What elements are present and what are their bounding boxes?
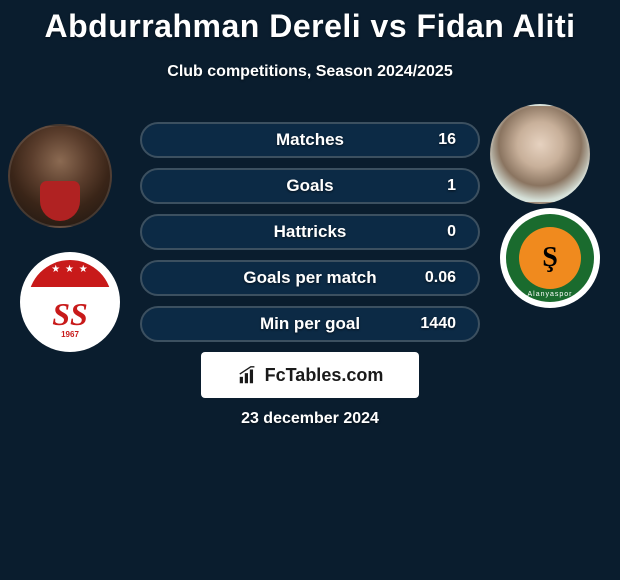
- stat-label: Hattricks: [142, 222, 478, 242]
- stat-row: Min per goal 1440: [140, 306, 480, 342]
- comparison-card: Abdurrahman Dereli vs Fidan Aliti Club c…: [0, 0, 620, 81]
- club-badge-year: 1967: [20, 330, 120, 339]
- player-left-club-badge: ★ ★ ★ SS 1967: [20, 252, 120, 352]
- stat-row: Goals 1: [140, 168, 480, 204]
- club-badge-monogram: SS: [20, 296, 120, 333]
- bar-chart-icon: [237, 364, 259, 386]
- season-subtitle: Club competitions, Season 2024/2025: [0, 63, 620, 81]
- player-right-club-badge: Ş Alanyaspor: [500, 208, 600, 308]
- brand-link[interactable]: FcTables.com: [201, 352, 419, 398]
- stat-label: Goals per match: [142, 268, 478, 288]
- stat-row: Goals per match 0.06: [140, 260, 480, 296]
- brand-label: FcTables.com: [265, 365, 384, 386]
- player-right-avatar: [490, 104, 590, 204]
- stat-label: Matches: [142, 130, 478, 150]
- stat-label: Goals: [142, 176, 478, 196]
- stat-row: Hattricks 0: [140, 214, 480, 250]
- club-badge-monogram: Ş: [500, 242, 600, 274]
- club-badge-stars-icon: ★ ★ ★: [20, 264, 120, 275]
- page-title: Abdurrahman Dereli vs Fidan Aliti: [0, 8, 620, 45]
- stat-label: Min per goal: [142, 314, 478, 334]
- club-badge-text: Alanyaspor: [500, 291, 600, 298]
- snapshot-date: 23 december 2024: [0, 410, 620, 428]
- stats-table: Matches 16 Goals 1 Hattricks 0 Goals per…: [140, 122, 480, 352]
- stat-row: Matches 16: [140, 122, 480, 158]
- player-left-avatar: [8, 124, 112, 228]
